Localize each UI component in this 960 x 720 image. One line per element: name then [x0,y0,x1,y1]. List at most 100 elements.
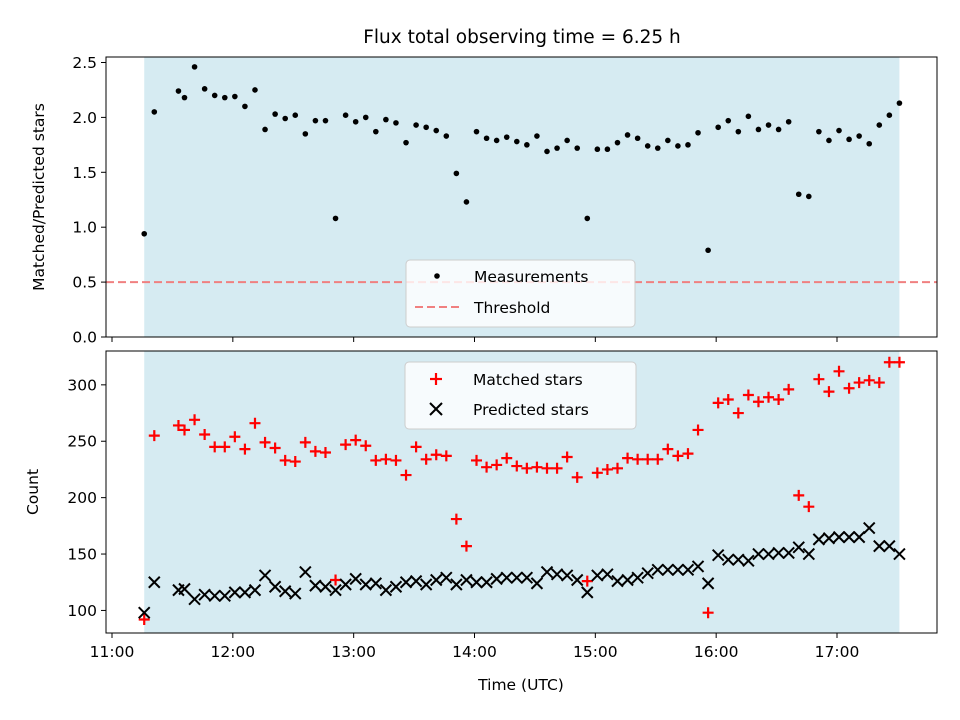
matched-point [289,456,301,468]
matched-point [863,374,875,386]
predicted-point [550,568,564,581]
predicted-point [601,568,614,581]
predicted-point [399,576,413,589]
measurement-point [816,128,822,135]
predicted-point [198,588,211,601]
measurement-point [886,112,893,118]
predicted-point [148,576,161,589]
matched-point [662,443,674,455]
matched-point [803,501,815,513]
matched-point [420,453,432,465]
measurement-point [695,129,701,136]
predicted-point [671,563,685,577]
predicted-point [742,554,755,568]
matched-point [531,461,543,473]
measurement-point [614,139,621,146]
measurement-point [755,126,762,133]
matched-point [319,447,331,459]
matched-point [702,607,714,619]
measurement-point [473,128,480,135]
x-tick-label: 14:00 [452,643,497,661]
predicted-point [792,541,805,554]
predicted-point [581,586,594,599]
predicted-point [268,580,282,593]
predicted-point [218,589,231,602]
matched-point [571,471,583,483]
predicted-point [852,530,866,544]
bottom-y-axis-label: Count [24,469,42,515]
matched-point [471,454,483,466]
measurement-point [433,127,440,134]
predicted-point [460,573,473,587]
measurement-point [826,137,832,144]
predicted-point [369,577,383,590]
predicted-point [873,539,886,553]
matched-point [269,442,281,454]
matched-point [219,441,231,453]
legend-predicted-marker [429,402,443,416]
matched-point [390,454,402,466]
measurement-point [785,118,792,125]
top-y-ticks: 0.0 0.5 1.0 1.5 2.0 2.5 [72,54,106,347]
matched-point [179,424,190,436]
bottom-panel: 100 150 200 250 300 11:00 12:00 13:00 14:00 15:0… [24,350,938,694]
predicted-point [299,565,312,579]
measurement-point [141,230,148,237]
predicted-point [832,530,846,544]
predicted-point [248,583,262,597]
matched-point [209,441,221,453]
predicted-point [711,548,725,562]
bottom-legend: Matched stars Predicted stars [404,361,637,430]
matched-point [460,540,472,552]
predicted-point [289,587,302,600]
top-x-ticks [111,337,838,342]
matched-point [551,462,563,474]
predicted-point [278,585,292,598]
x-axis-label: Time (UTC) [477,676,564,694]
measurement-point [564,137,570,144]
legend-measurements-marker [434,273,440,279]
measurement-point [393,120,399,126]
predicted-point [409,574,423,588]
matched-point [601,463,613,475]
measurement-point [846,136,852,143]
legend-predicted-label: Predicted stars [473,401,589,419]
measurement-point [322,117,329,124]
measurement-point [493,137,500,144]
matched-point [370,454,382,466]
measurement-point [262,126,268,133]
predicted-point [389,580,403,593]
measurement-point [282,115,288,122]
predicted-point [349,572,362,586]
matched-point [229,431,241,443]
measurement-point [836,127,842,134]
predicted-point [883,539,896,553]
measurement-point [795,191,802,198]
x-tick-label: 15:00 [573,643,618,661]
measurement-point [654,145,661,151]
predicted-point [480,576,493,589]
matched-point [511,460,523,472]
matched-point [172,419,184,431]
y-tick-label: 2.5 [72,54,97,72]
matched-point [360,440,372,452]
matched-point [672,450,684,462]
top-panel: Flux total observing time = 6.25 h 0.00.… [30,27,938,347]
series-matched-stars [138,356,905,625]
matched-point [722,394,734,406]
measurement-point [181,94,188,101]
measurement-point [513,138,520,145]
measurement-point [675,143,681,149]
predicted-point [470,576,483,589]
matched-point [501,452,513,464]
predicted-point [621,573,634,587]
matched-point [581,575,593,587]
predicted-point [641,567,654,580]
predicted-point [188,592,201,606]
matched-point [410,441,422,453]
predicted-point [530,577,544,590]
legend-threshold-label: Threshold [473,299,550,317]
y-tick-label: 300 [67,376,97,394]
matched-point [400,469,412,481]
matched-point [330,574,342,586]
